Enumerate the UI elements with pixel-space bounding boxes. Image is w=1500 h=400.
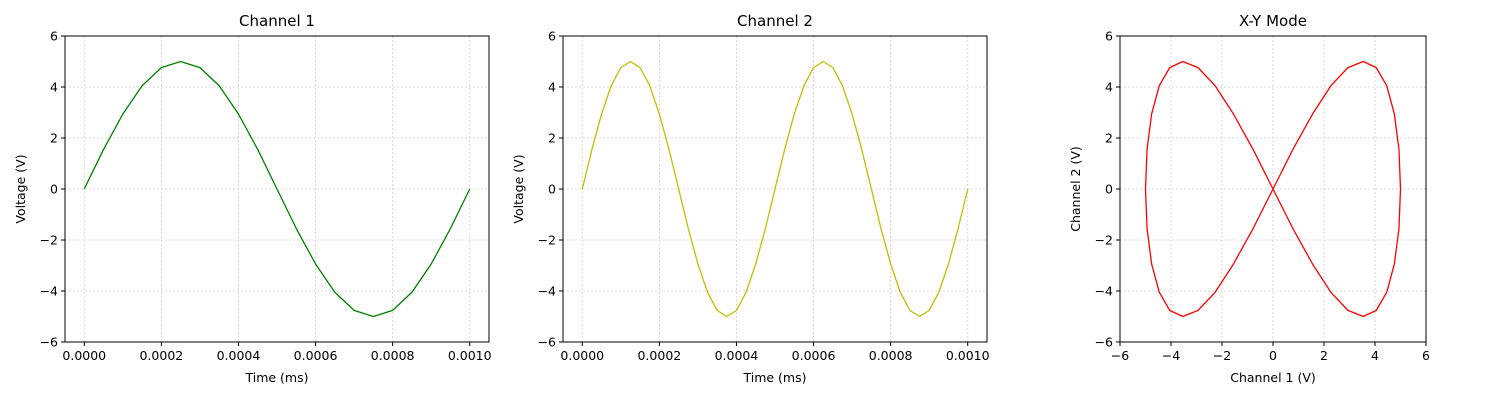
y-tick-label: 4 xyxy=(50,80,58,95)
x-tick-label: 0.0010 xyxy=(448,348,492,363)
y-tick-label: 2 xyxy=(1105,131,1113,146)
x-tick-label: 0.0008 xyxy=(371,348,415,363)
chart-title: Channel 2 xyxy=(737,12,813,30)
x-tick-label: 0.0004 xyxy=(715,348,759,363)
y-tick-label: 6 xyxy=(1105,29,1113,44)
x-tick-label: 6 xyxy=(1422,348,1430,363)
series-line xyxy=(1144,60,1402,318)
y-tick-label: −2 xyxy=(1095,233,1113,248)
chart-title: X-Y Mode xyxy=(1239,12,1307,30)
y-axis-label: Voltage (V) xyxy=(13,154,28,223)
y-tick-label: 2 xyxy=(548,131,556,146)
y-tick-label: −6 xyxy=(1095,335,1113,350)
y-tick-label: 4 xyxy=(548,80,556,95)
x-tick-label: 0.0002 xyxy=(139,348,183,363)
x-tick-label: 0.0004 xyxy=(217,348,261,363)
y-tick-label: −4 xyxy=(40,284,58,299)
x-tick-label: 0.0010 xyxy=(946,348,990,363)
chart-channel-2: Channel 2 Time (ms) Voltage (V) 0.0000 0.… xyxy=(511,12,990,385)
x-tick-label: 4 xyxy=(1371,348,1379,363)
y-tick-label: −4 xyxy=(1095,284,1113,299)
series-line xyxy=(581,60,969,318)
y-tick-label: −6 xyxy=(538,335,556,350)
y-tick-label: 6 xyxy=(50,29,58,44)
x-tick-label: −4 xyxy=(1162,348,1180,363)
y-tick-label: −4 xyxy=(538,284,556,299)
x-tick-label: 0.0002 xyxy=(637,348,681,363)
y-tick-label: −2 xyxy=(40,233,58,248)
x-tick-label: −6 xyxy=(1111,348,1129,363)
y-tick-label: 0 xyxy=(50,182,58,197)
x-axis-label: Channel 1 (V) xyxy=(1230,370,1316,385)
x-tick-label: −2 xyxy=(1213,348,1231,363)
x-tick-label: 0.0000 xyxy=(62,348,106,363)
y-tick-label: −6 xyxy=(40,335,58,350)
y-tick-label: 2 xyxy=(50,131,58,146)
x-tick-label: 0.0006 xyxy=(792,348,836,363)
x-tick-label: 0.0000 xyxy=(560,348,604,363)
y-tick-label: 0 xyxy=(548,182,556,197)
y-axis-label: Voltage (V) xyxy=(511,154,526,223)
series-line xyxy=(83,60,471,318)
x-tick-label: 2 xyxy=(1320,348,1328,363)
chart-channel-1: Channel 1 Time (ms) Voltage (V) 0.0000 0.… xyxy=(13,12,492,385)
y-axis-label: Channel 2 (V) xyxy=(1068,146,1083,232)
y-tick-label: 4 xyxy=(1105,80,1113,95)
x-axis-label: Time (ms) xyxy=(244,370,308,385)
x-axis-label: Time (ms) xyxy=(742,370,806,385)
chart-title: Channel 1 xyxy=(239,12,315,30)
y-tick-label: 0 xyxy=(1105,182,1113,197)
x-tick-label: 0.0006 xyxy=(294,348,338,363)
x-tick-label: 0.0008 xyxy=(869,348,913,363)
y-tick-label: −2 xyxy=(538,233,556,248)
chart-xy-mode: X-Y Mode Channel 1 (V) Channel 2 (V) −6−… xyxy=(1068,12,1430,385)
y-tick-label: 6 xyxy=(548,29,556,44)
x-tick-label: 0 xyxy=(1269,348,1277,363)
